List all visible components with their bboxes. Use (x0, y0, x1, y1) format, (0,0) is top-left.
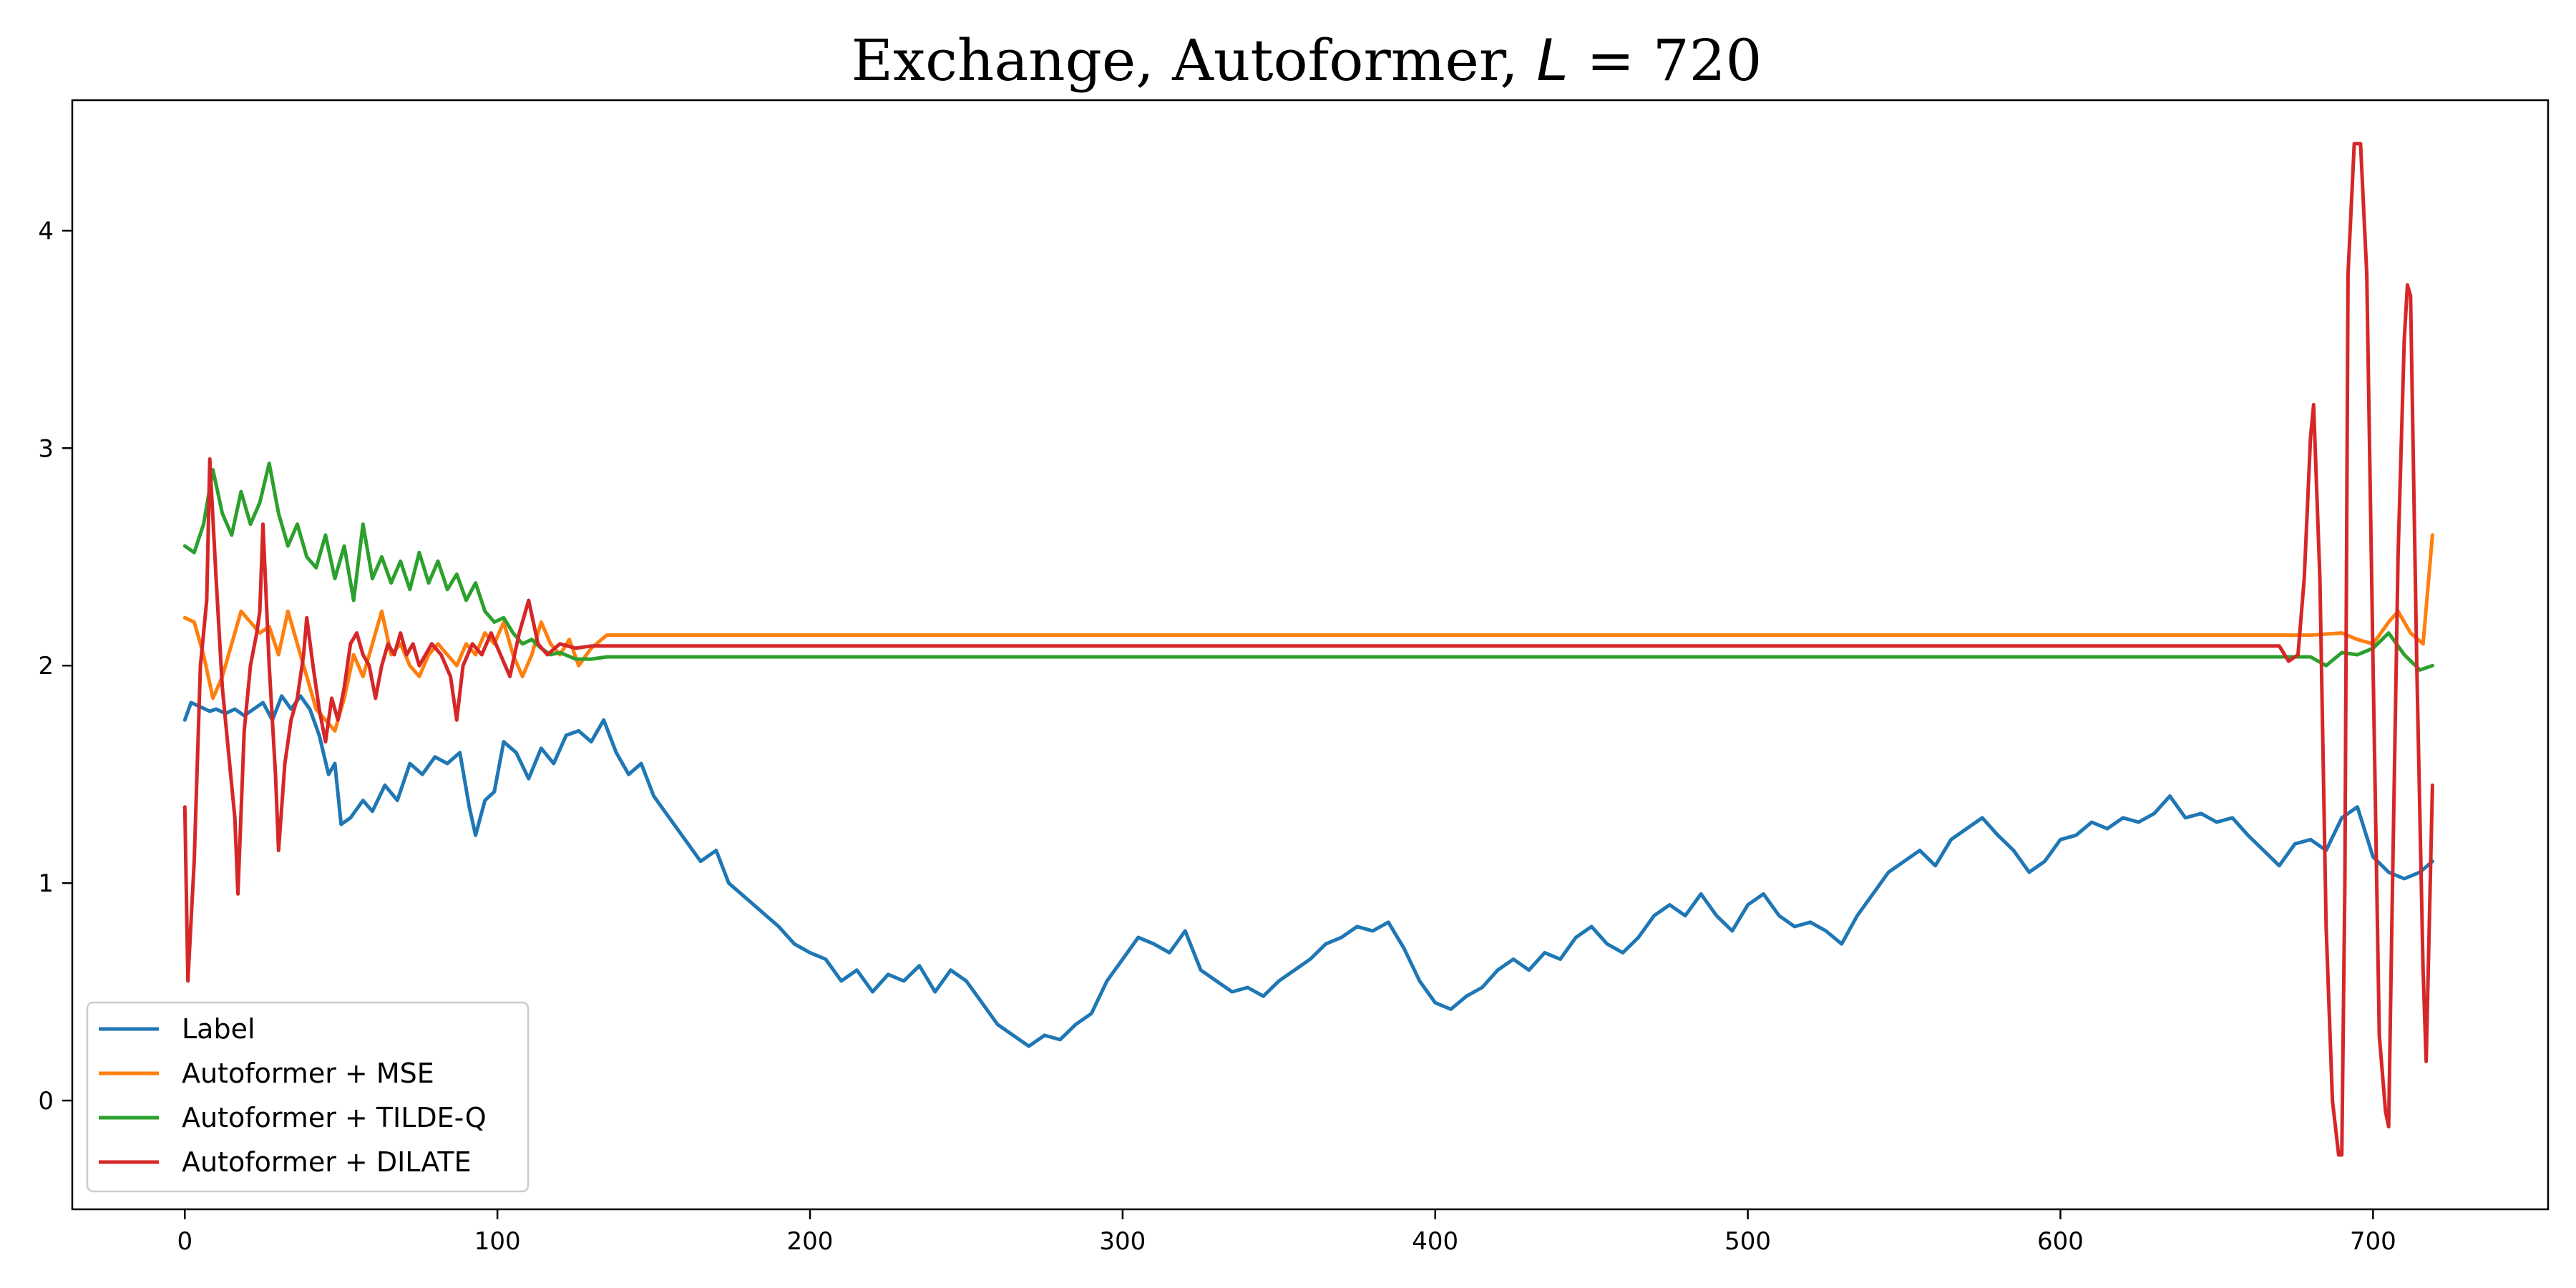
series-line-2 (182, 462, 2434, 672)
legend: Label Autoformer + MSE Autoformer + TILD… (86, 1001, 530, 1193)
y-tick-label: 4 (38, 217, 54, 245)
x-tick-label: 300 (1099, 1227, 1146, 1256)
x-tick-label: 600 (2037, 1227, 2084, 1256)
series-line-0 (182, 694, 2434, 1048)
legend-entry-mse: Autoformer + MSE (182, 1058, 434, 1089)
y-tick-label: 3 (38, 434, 54, 463)
x-tick-label: 400 (1412, 1227, 1458, 1256)
legend-entry-label: Label (182, 1013, 255, 1045)
x-tick-label: 200 (787, 1227, 834, 1256)
series-line-1 (182, 533, 2434, 733)
x-tick-label: 500 (1724, 1227, 1771, 1256)
y-axis: 0 1 2 3 4 (38, 217, 72, 1116)
axes-frame (71, 99, 2550, 1211)
x-tick-label: 100 (474, 1227, 521, 1256)
legend-box (86, 1001, 530, 1193)
series-line-3 (182, 142, 2434, 1157)
x-tick-label: 0 (177, 1227, 192, 1256)
title-suffix: = 720 (1568, 27, 1762, 94)
chart-title: Exchange, Autoformer, L = 720 (852, 27, 1762, 94)
plot-lines (182, 142, 2434, 1157)
legend-entry-dilate: Autoformer + DILATE (182, 1146, 472, 1178)
y-tick-label: 2 (38, 652, 54, 680)
legend-entry-tildeq: Autoformer + TILDE-Q (182, 1102, 487, 1133)
y-tick-label: 1 (38, 869, 54, 898)
title-variable: L (1536, 27, 1568, 94)
x-tick-label: 700 (2350, 1227, 2396, 1256)
title-prefix: Exchange, Autoformer, (852, 27, 1537, 94)
y-tick-label: 0 (38, 1087, 54, 1116)
x-axis: 0 100 200 300 400 500 600 700 (177, 1209, 2396, 1256)
